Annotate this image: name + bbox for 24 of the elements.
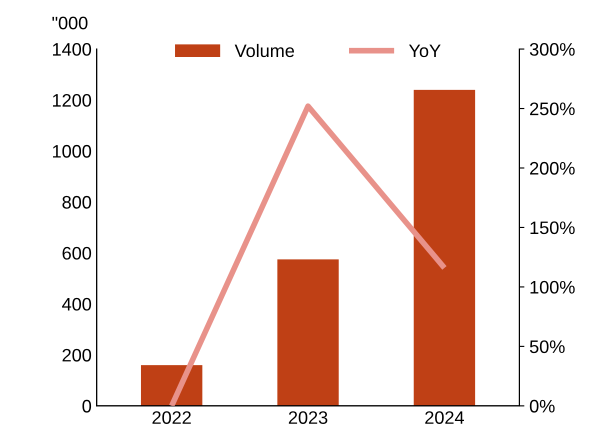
bar	[140, 365, 202, 406]
legend-label: Volume	[234, 44, 294, 58]
y-tick-label: 800	[62, 196, 92, 209]
x-tick-label: 2023	[288, 411, 328, 424]
y-tick-label: 1400	[52, 42, 92, 56]
y2-tick-label: 0%	[530, 400, 555, 413]
y-tick-label: 600	[62, 246, 92, 260]
y2-tick-label: 100%	[530, 280, 575, 294]
y2-tick-label: 50%	[530, 340, 565, 354]
legend-label: YoY	[408, 44, 441, 58]
y-tick-label: 200	[62, 348, 92, 362]
y-tick-label: 400	[62, 298, 92, 311]
x-tick-label: 2022	[152, 411, 191, 424]
x-tick-label: 2024	[425, 411, 464, 424]
y2-tick-label: 150%	[530, 221, 575, 234]
y-tick-label: 0	[82, 400, 92, 413]
y2-tick-label: 250%	[530, 102, 575, 116]
y2-tick-label: 300%	[530, 42, 575, 56]
y2-tick-label: 200%	[530, 162, 575, 175]
y-axis-title: "000	[52, 16, 88, 30]
bar	[277, 259, 339, 406]
bar	[414, 90, 476, 406]
y-tick-label: 1000	[52, 144, 92, 158]
y-tick-label: 1200	[52, 94, 92, 107]
